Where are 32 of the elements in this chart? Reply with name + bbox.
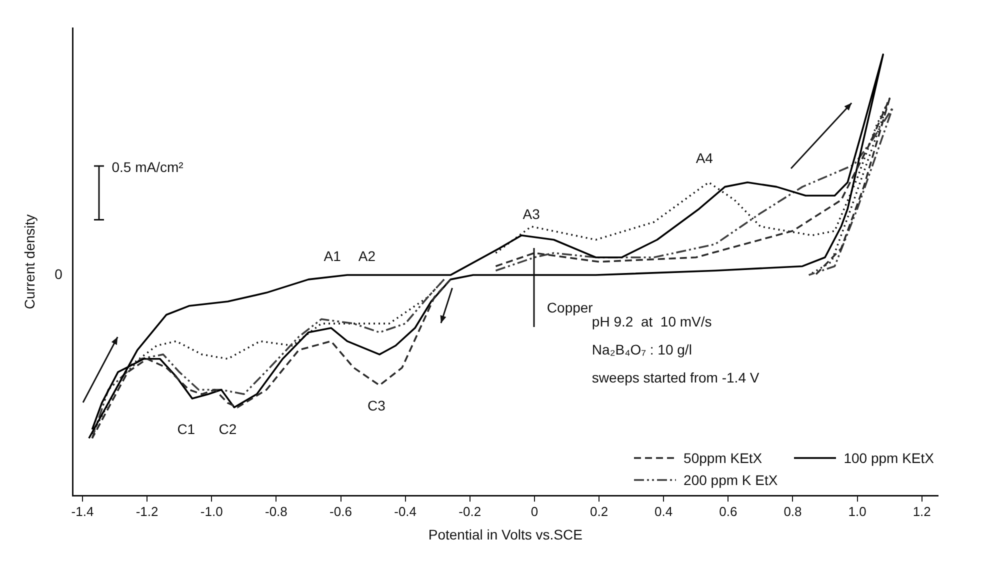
annotation: A2 [358,248,376,264]
annotation: Copper [546,299,594,316]
annotation: A4 [696,150,714,166]
legend-label: 50ppm KEtX [684,450,762,466]
annotation: pH 9.2 at 10 mV/s [592,313,712,330]
x-tick-label: -0.4 [394,504,417,519]
annotation: Na₂B₄O₇ : 10 g/l [592,342,692,358]
text: 0 [54,266,63,282]
x-tick-label: 0.4 [654,504,673,519]
x-tick-label: 1.2 [912,504,931,519]
legend-label: 200 ppm K EtX [684,472,778,488]
annotation: A3 [522,206,540,222]
x-tick-label: -0.6 [330,504,352,519]
x-axis-title: Potential in Volts vs.SCE [428,526,582,542]
x-tick-label: 0.6 [719,504,738,519]
y-axis-title: Current density [21,214,38,310]
annotation: A1 [324,248,342,264]
annotation: C3 [368,398,386,414]
annotation: C2 [218,420,237,437]
x-tick-label: 0.8 [784,504,802,519]
x-tick-label: 0 [530,504,538,519]
annotation: 0.5 mA/cm² [112,159,184,176]
x-tick-label: 0.2 [590,504,608,519]
legend-label: 100 ppm KEtX [844,450,934,466]
x-tick-label: -0.8 [264,504,288,519]
annotation: sweeps started from -1.4 V [592,370,760,386]
x-tick-label: 1.0 [848,504,866,519]
x-tick-label: -1.0 [200,504,223,519]
x-tick-label: -1.2 [136,504,158,519]
annotation: C1 [177,420,196,437]
x-tick-label: -0.2 [458,504,482,519]
x-tick-label: -1.4 [71,504,94,519]
